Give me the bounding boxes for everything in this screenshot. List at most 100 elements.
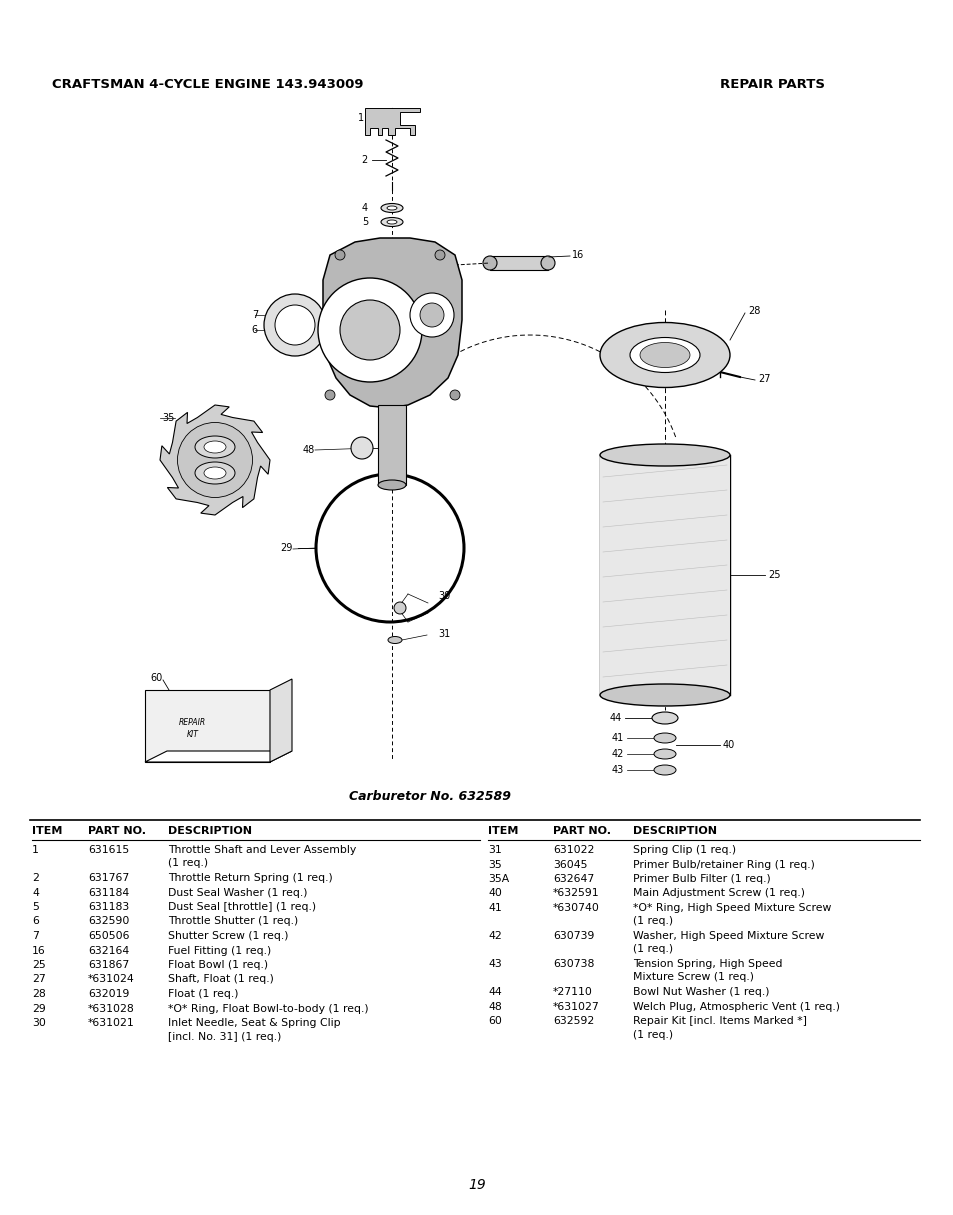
Text: CRAFTSMAN 4-CYCLE ENGINE 143.943009: CRAFTSMAN 4-CYCLE ENGINE 143.943009 (52, 78, 363, 91)
Text: 44: 44 (609, 713, 621, 723)
Text: *631028: *631028 (88, 1004, 134, 1013)
Text: *630740: *630740 (553, 903, 599, 912)
Text: 31: 31 (488, 844, 501, 855)
Circle shape (419, 303, 443, 327)
Text: REPAIR: REPAIR (179, 718, 206, 727)
Text: REPAIR PARTS: REPAIR PARTS (720, 78, 824, 91)
Ellipse shape (387, 220, 396, 224)
Text: 31: 31 (437, 629, 450, 639)
Text: Dust Seal [throttle] (1 req.): Dust Seal [throttle] (1 req.) (168, 902, 315, 912)
Text: Shaft, Float (1 req.): Shaft, Float (1 req.) (168, 974, 274, 984)
Text: 632590: 632590 (88, 916, 130, 927)
Polygon shape (145, 690, 270, 762)
Text: 5: 5 (361, 217, 368, 227)
Text: (1 req.): (1 req.) (168, 859, 208, 869)
Text: 4: 4 (361, 203, 368, 213)
Text: 6: 6 (252, 324, 257, 335)
Text: 632647: 632647 (553, 874, 594, 885)
Text: PART NO.: PART NO. (88, 826, 146, 836)
Text: 4: 4 (32, 887, 39, 898)
Text: 29: 29 (280, 543, 293, 553)
Text: 35: 35 (488, 859, 501, 870)
Polygon shape (323, 238, 461, 408)
Text: (1 req.): (1 req.) (633, 916, 673, 927)
Text: 630739: 630739 (553, 931, 594, 940)
Text: 41: 41 (611, 733, 623, 744)
Ellipse shape (204, 467, 226, 479)
Text: Washer, High Speed Mixture Screw: Washer, High Speed Mixture Screw (633, 931, 823, 940)
Circle shape (335, 250, 345, 260)
Text: 631615: 631615 (88, 844, 129, 855)
Text: 60: 60 (488, 1016, 501, 1025)
Circle shape (450, 390, 459, 400)
Ellipse shape (654, 733, 676, 744)
Polygon shape (145, 751, 292, 762)
Text: 16: 16 (32, 945, 46, 955)
Text: 1: 1 (357, 113, 364, 123)
Text: Mixture Screw (1 req.): Mixture Screw (1 req.) (633, 972, 753, 983)
Bar (599, 454, 729, 695)
Text: 631183: 631183 (88, 902, 129, 912)
Polygon shape (160, 405, 270, 515)
Text: 6: 6 (32, 916, 39, 927)
Text: Spring Clip (1 req.): Spring Clip (1 req.) (633, 844, 736, 855)
Text: 632019: 632019 (88, 989, 130, 999)
Text: *632591: *632591 (553, 888, 599, 899)
Text: 42: 42 (611, 748, 623, 759)
Text: 30: 30 (437, 590, 450, 601)
Text: (1 req.): (1 req.) (633, 944, 673, 955)
Text: DESCRIPTION: DESCRIPTION (633, 826, 717, 836)
Text: 2: 2 (361, 156, 368, 165)
Ellipse shape (177, 423, 253, 497)
Text: 631867: 631867 (88, 960, 129, 970)
Ellipse shape (482, 256, 497, 270)
Text: 650506: 650506 (88, 931, 130, 940)
Ellipse shape (639, 343, 689, 367)
Text: Main Adjustment Screw (1 req.): Main Adjustment Screw (1 req.) (633, 888, 804, 899)
Text: *27110: *27110 (553, 987, 592, 998)
Text: 1: 1 (32, 844, 39, 855)
Text: 40: 40 (722, 740, 735, 750)
Bar (377, 405, 406, 485)
Text: 36045: 36045 (553, 859, 587, 870)
Text: 631022: 631022 (553, 844, 594, 855)
Text: 44: 44 (488, 987, 501, 998)
Text: 60: 60 (151, 673, 163, 683)
Circle shape (394, 601, 406, 614)
Text: 19: 19 (468, 1179, 485, 1192)
Ellipse shape (599, 684, 729, 706)
Text: Tension Spring, High Speed: Tension Spring, High Speed (633, 959, 781, 970)
Text: 632164: 632164 (88, 945, 129, 955)
Ellipse shape (380, 217, 402, 226)
Text: Primer Bulb Filter (1 req.): Primer Bulb Filter (1 req.) (633, 874, 770, 885)
Text: 631767: 631767 (88, 874, 129, 883)
Text: 2: 2 (32, 874, 39, 883)
Text: Welch Plug, Atmospheric Vent (1 req.): Welch Plug, Atmospheric Vent (1 req.) (633, 1001, 840, 1012)
Text: DESCRIPTION: DESCRIPTION (168, 826, 252, 836)
Ellipse shape (194, 436, 234, 458)
Text: 43: 43 (488, 959, 501, 970)
Text: 48: 48 (488, 1001, 501, 1012)
Text: 41: 41 (488, 903, 501, 912)
Text: 16: 16 (572, 250, 583, 260)
Ellipse shape (204, 441, 226, 453)
Text: *O* Ring, High Speed Mixture Screw: *O* Ring, High Speed Mixture Screw (633, 903, 830, 912)
Text: 42: 42 (488, 931, 501, 940)
Circle shape (435, 250, 444, 260)
Bar (490, 256, 547, 270)
Circle shape (339, 300, 399, 360)
Text: *631027: *631027 (553, 1001, 599, 1012)
Text: 7: 7 (252, 310, 257, 320)
Text: 48: 48 (302, 445, 314, 454)
Text: Throttle Return Spring (1 req.): Throttle Return Spring (1 req.) (168, 874, 333, 883)
Text: 30: 30 (32, 1018, 46, 1028)
Ellipse shape (540, 256, 555, 270)
Text: 29: 29 (32, 1004, 46, 1013)
Text: 35A: 35A (488, 874, 509, 885)
Text: (1 req.): (1 req.) (633, 1029, 673, 1040)
Text: Throttle Shutter (1 req.): Throttle Shutter (1 req.) (168, 916, 298, 927)
Ellipse shape (599, 443, 729, 467)
Text: 25: 25 (32, 960, 46, 970)
Text: Bowl Nut Washer (1 req.): Bowl Nut Washer (1 req.) (633, 987, 769, 998)
Ellipse shape (380, 203, 402, 213)
